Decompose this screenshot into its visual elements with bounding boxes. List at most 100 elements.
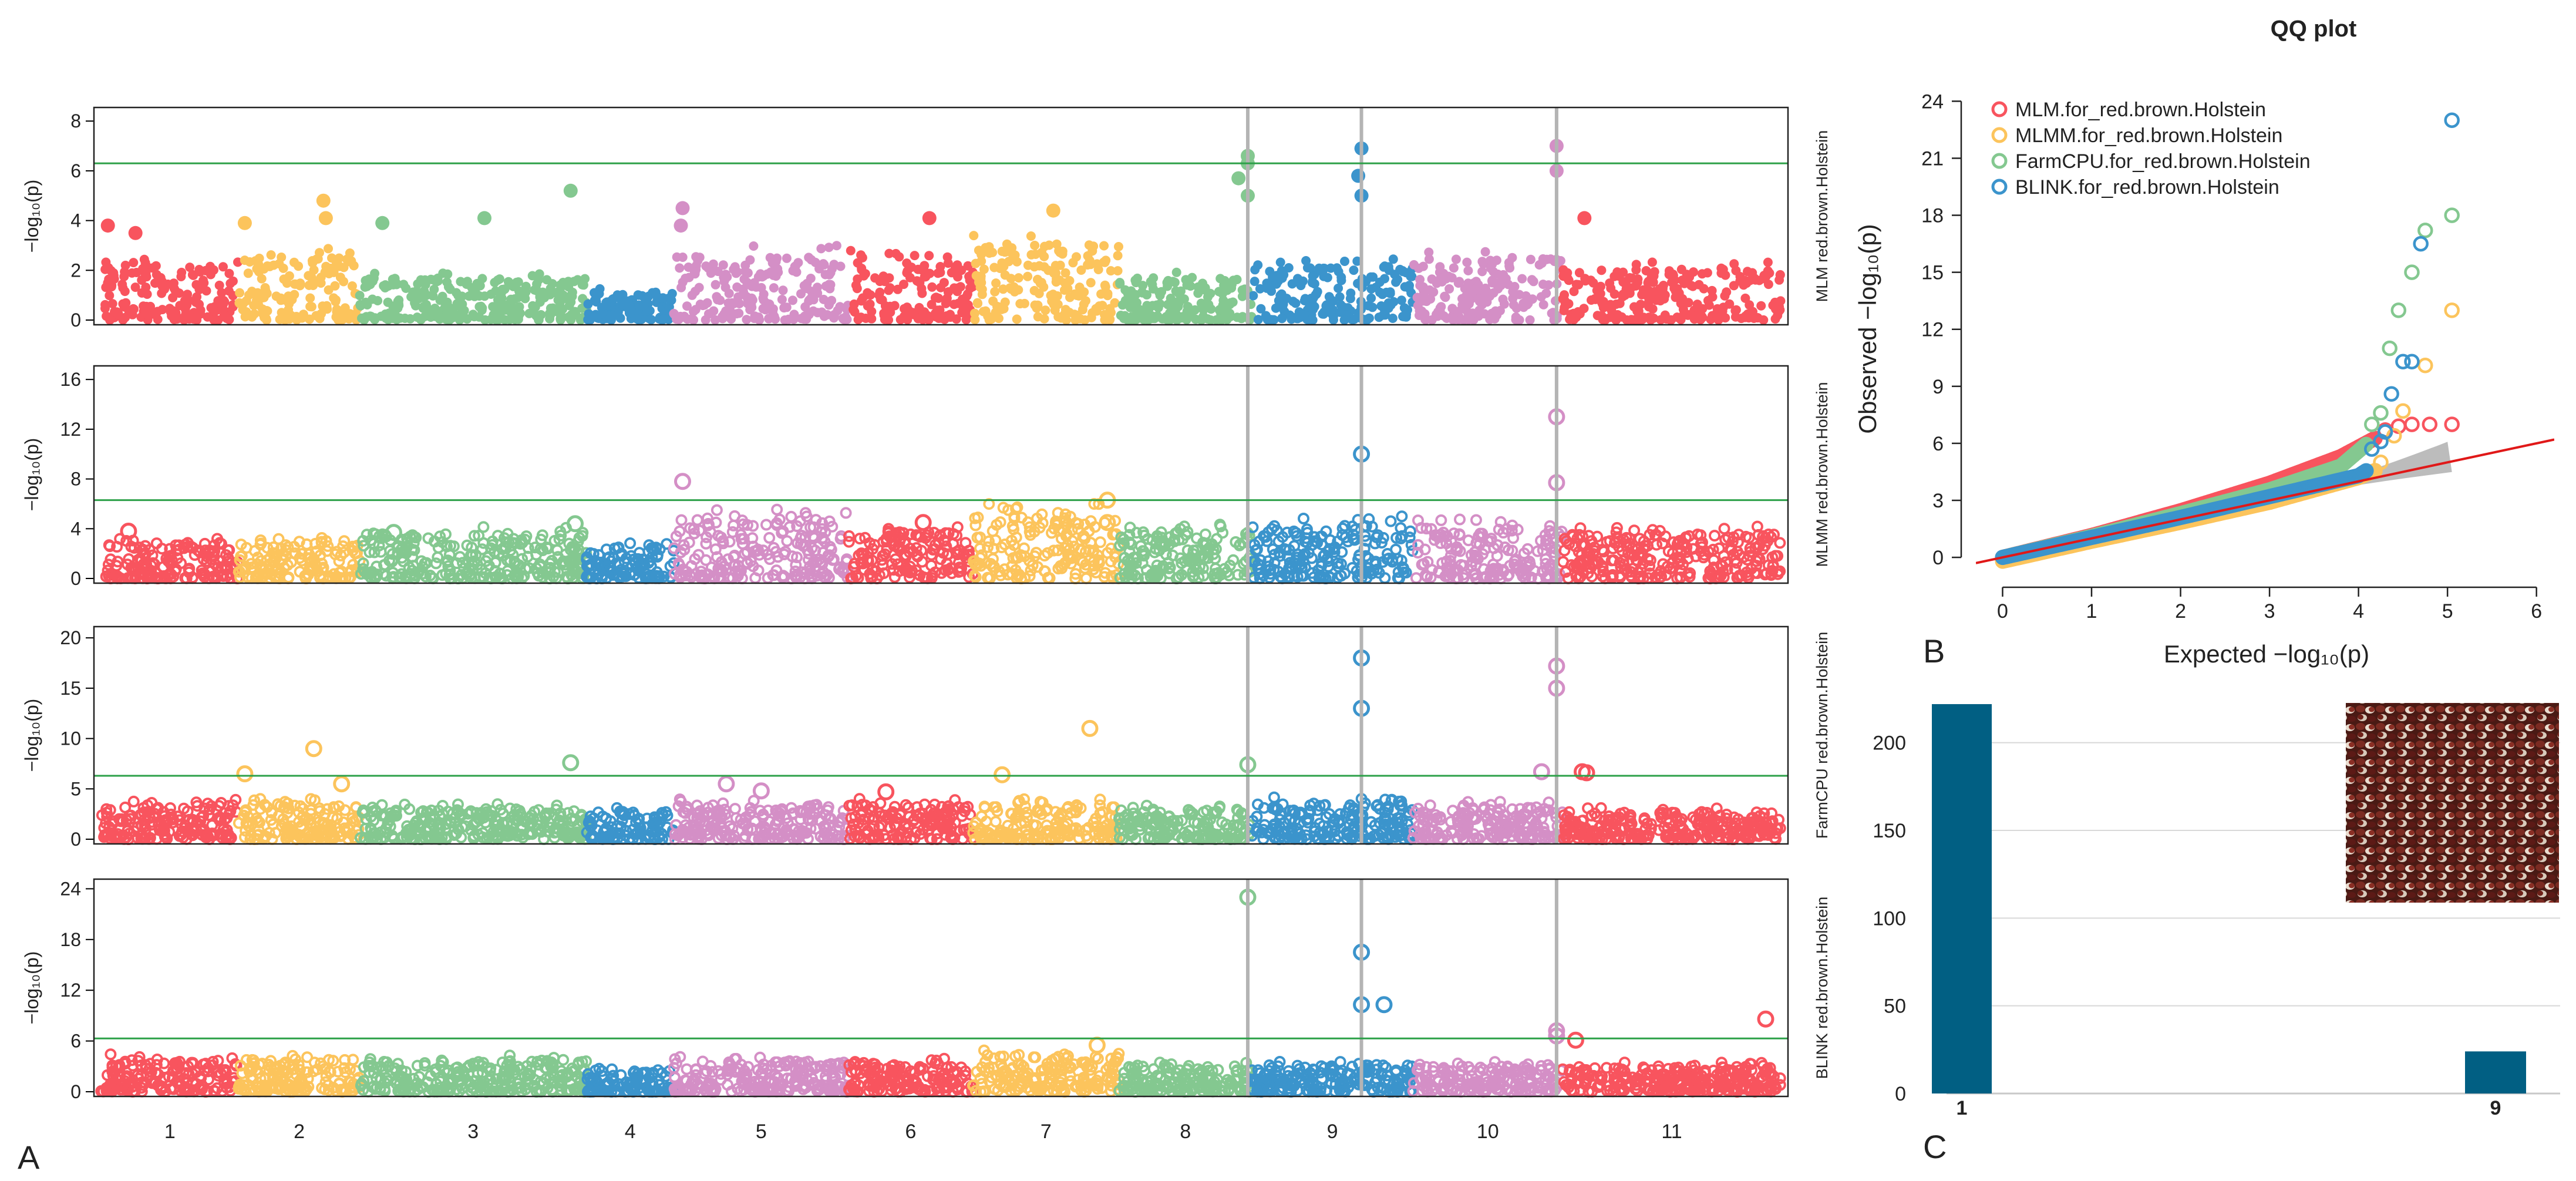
snp-point [646, 315, 656, 325]
snp-point [1730, 312, 1740, 322]
snp-point [1044, 240, 1054, 250]
snp-point [589, 554, 601, 567]
snp-point [682, 301, 692, 311]
snp-point [556, 310, 566, 320]
snp-point [702, 298, 712, 308]
snp-point [542, 543, 554, 554]
y-tick-label: 2 [70, 260, 81, 281]
snp-point [970, 308, 979, 318]
snp-point [536, 310, 546, 319]
snp-point [349, 547, 362, 560]
snp-point [1097, 301, 1107, 311]
panel-side-label: MLMM red.brown.Holstein [1813, 382, 1831, 567]
snp-point [1094, 536, 1106, 549]
snp-point [648, 543, 660, 555]
snp-point [991, 278, 1001, 288]
snp-point [1748, 307, 1757, 317]
snp-point [642, 306, 652, 315]
snp-point [1026, 250, 1036, 260]
snp-point [307, 563, 319, 575]
snp-point [820, 270, 830, 280]
snp-point [1761, 271, 1771, 281]
snp-point [393, 301, 403, 311]
snp-point [1030, 240, 1040, 250]
snp-point [778, 549, 790, 560]
snp-point [1092, 259, 1102, 269]
snp-point [796, 289, 806, 299]
snp-point [994, 302, 1004, 312]
snp-point [1743, 267, 1752, 277]
snp-point [395, 543, 408, 556]
snp-point [961, 315, 971, 325]
snp-point [1775, 270, 1785, 280]
snp-point [251, 558, 264, 570]
snp-point [201, 286, 211, 296]
snp-point [1639, 312, 1649, 322]
snp-point [971, 271, 981, 281]
snp-point [1336, 275, 1346, 285]
snp-point [624, 537, 637, 549]
snp-point [624, 308, 634, 318]
snp-point [1618, 277, 1628, 287]
snp-point [463, 277, 472, 287]
snp-point [819, 311, 829, 321]
snp-point [196, 567, 208, 580]
y-tick-label: 4 [70, 210, 81, 231]
snp-point [567, 557, 578, 570]
snp-point [454, 551, 466, 563]
snp-point [100, 304, 110, 314]
snp-point [1138, 313, 1148, 323]
snp-point [392, 280, 402, 290]
snp-point [940, 527, 952, 539]
snp-point [900, 551, 912, 563]
snp-point [1340, 257, 1349, 266]
snp-point [824, 243, 834, 253]
snp-point [1298, 513, 1309, 524]
snp-point [1527, 275, 1537, 285]
peak-point [674, 473, 691, 490]
points [100, 139, 1786, 325]
peak-point [563, 183, 578, 198]
snp-point [915, 544, 928, 557]
snp-point [681, 274, 691, 283]
snp-point [1718, 264, 1728, 274]
snp-point [316, 309, 326, 319]
snp-point [899, 311, 909, 321]
snp-point [332, 304, 342, 314]
snp-point [632, 314, 642, 324]
snp-point [1306, 302, 1315, 312]
snp-point [105, 291, 115, 301]
snp-point [420, 275, 430, 285]
snp-point [420, 557, 433, 569]
snp-point [530, 302, 540, 312]
snp-point [282, 571, 295, 583]
snp-point [1631, 260, 1641, 270]
snp-point [997, 247, 1007, 256]
snp-point [102, 558, 115, 571]
snp-point [1299, 310, 1309, 320]
snp-point [633, 290, 643, 300]
snp-point [1264, 282, 1274, 292]
snp-point [605, 555, 617, 567]
snp-point [1366, 284, 1376, 294]
snp-point [718, 260, 728, 270]
snp-point [1060, 519, 1073, 531]
snp-point [320, 535, 332, 547]
snp-point [941, 557, 953, 570]
snp-point [1745, 275, 1755, 285]
snp-point [710, 315, 720, 325]
snp-point [867, 307, 877, 317]
snp-point [444, 568, 456, 580]
snp-point [682, 314, 692, 324]
snp-point [368, 546, 380, 558]
snp-point [1697, 269, 1707, 279]
snp-point [139, 549, 151, 560]
snp-point [1542, 254, 1552, 264]
snp-point [1579, 304, 1589, 314]
snp-point [334, 567, 346, 579]
snp-point [1633, 274, 1643, 284]
snp-point [789, 309, 799, 319]
snp-point [254, 534, 267, 546]
peak-point [567, 515, 584, 533]
